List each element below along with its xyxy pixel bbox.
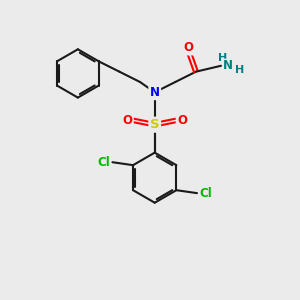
- Text: O: O: [184, 41, 194, 54]
- Text: Cl: Cl: [97, 156, 110, 169]
- Text: O: O: [122, 114, 132, 127]
- Text: O: O: [177, 114, 187, 127]
- Text: H: H: [235, 65, 244, 75]
- Text: Cl: Cl: [200, 187, 212, 200]
- Text: N: N: [223, 59, 233, 72]
- Text: S: S: [150, 118, 160, 131]
- Text: N: N: [150, 86, 160, 99]
- Text: H: H: [218, 53, 227, 63]
